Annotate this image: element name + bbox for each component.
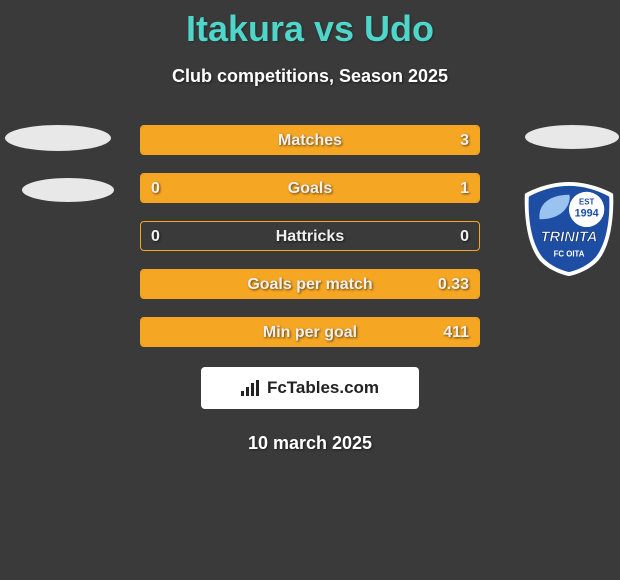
page-title: Itakura vs Udo: [0, 0, 620, 50]
stat-row: Matches3: [140, 125, 480, 155]
stat-label: Min per goal: [141, 318, 479, 348]
stat-value-right: 1: [460, 174, 469, 204]
stats-container: Matches30Goals10Hattricks0Goals per matc…: [0, 125, 620, 347]
bar-chart-icon: [241, 380, 261, 396]
date-label: 10 march 2025: [0, 433, 620, 454]
stat-value-right: 0: [460, 222, 469, 252]
stat-value-right: 3: [460, 126, 469, 156]
branding-text: FcTables.com: [267, 378, 379, 398]
stat-value-right: 411: [443, 318, 469, 348]
stat-value-right: 0.33: [438, 270, 469, 300]
subtitle: Club competitions, Season 2025: [0, 66, 620, 87]
stat-label: Goals per match: [141, 270, 479, 300]
stat-row: Goals per match0.33: [140, 269, 480, 299]
stat-row: Min per goal411: [140, 317, 480, 347]
branding-box[interactable]: FcTables.com: [201, 367, 419, 409]
stat-row: 0Goals1: [140, 173, 480, 203]
stat-label: Matches: [141, 126, 479, 156]
stat-label: Goals: [141, 174, 479, 204]
stat-label: Hattricks: [141, 222, 479, 252]
stat-row: 0Hattricks0: [140, 221, 480, 251]
